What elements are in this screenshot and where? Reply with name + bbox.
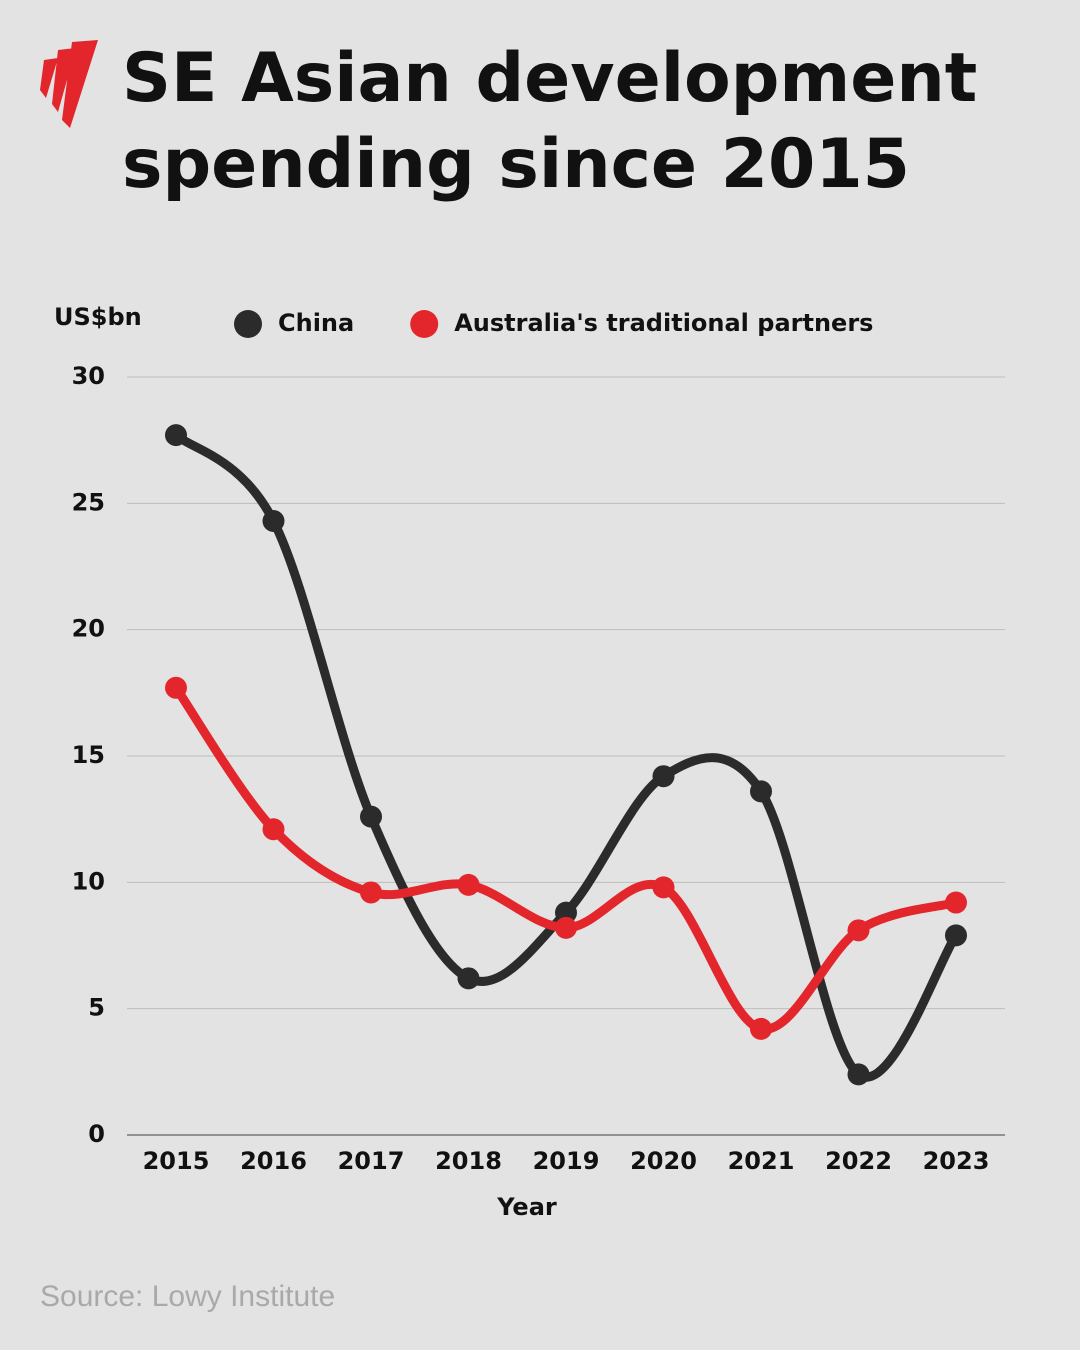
y-tick-label: 10 xyxy=(72,867,105,895)
point xyxy=(360,805,382,828)
point xyxy=(262,510,285,533)
point xyxy=(165,424,187,447)
point xyxy=(360,881,382,904)
x-axis-label: Year xyxy=(496,1193,557,1221)
point xyxy=(750,780,772,803)
point xyxy=(555,916,577,939)
point xyxy=(652,876,675,899)
legend-label: China xyxy=(278,309,354,337)
x-tick-label: 2022 xyxy=(825,1147,892,1175)
x-tick-label: 2020 xyxy=(630,1147,697,1175)
point xyxy=(945,891,967,914)
x-tick-label: 2015 xyxy=(143,1147,210,1175)
point xyxy=(652,765,675,788)
y-tick-label: 20 xyxy=(72,615,105,643)
point xyxy=(750,1017,772,1040)
x-tick-label: 2018 xyxy=(435,1147,502,1175)
point xyxy=(847,919,870,942)
y-tick-label: 25 xyxy=(72,488,105,516)
x-tick-label: 2017 xyxy=(338,1147,405,1175)
y-tick-label: 30 xyxy=(72,362,105,390)
line xyxy=(171,683,961,1034)
logo xyxy=(40,40,98,128)
y-tick-label: 0 xyxy=(88,1120,105,1148)
x-tick-label: 2023 xyxy=(923,1147,990,1175)
y-tick-label: 15 xyxy=(72,741,105,769)
y-tick-label: 5 xyxy=(88,994,105,1022)
x-tick-label: 2019 xyxy=(533,1147,600,1175)
legend-marker xyxy=(410,310,439,338)
point xyxy=(945,924,967,947)
x-tick-label: 2016 xyxy=(240,1147,307,1175)
point xyxy=(555,901,577,924)
legend-marker xyxy=(234,310,262,338)
x-tick-label: 2021 xyxy=(728,1147,795,1175)
point xyxy=(457,873,480,896)
point xyxy=(262,818,285,841)
source: Source: Lowy Institute xyxy=(40,1280,336,1313)
point xyxy=(165,676,187,699)
title: SE Asian development spending since 2015 xyxy=(122,39,978,204)
legend-label: Australia's traditional partners xyxy=(454,309,873,337)
y-axis-label: US$bn xyxy=(54,303,142,331)
point xyxy=(847,1063,870,1086)
point xyxy=(457,967,480,990)
